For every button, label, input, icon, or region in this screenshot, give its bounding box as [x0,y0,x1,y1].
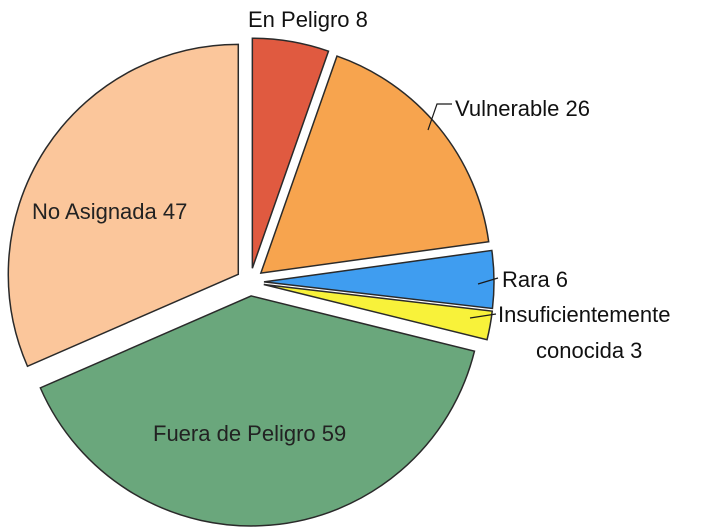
leader-line-vulnerable [427,103,452,131]
pie-slice-vulnerable [259,55,490,275]
pie-slice-en-peligro [251,37,330,269]
slice-label-rara: Rara 6 [502,267,568,292]
pie-slice-no-asignada [7,43,240,368]
leader-line-insuficientemente [469,313,497,319]
pie-slice-insuficientemente-conocida [263,283,494,341]
slice-label-no-asignada: No Asignada 47 [32,199,187,224]
leader-lines [427,103,499,319]
leader-line-rara [477,277,499,285]
slice-label-vulnerable: Vulnerable 26 [455,96,590,121]
pie-slice-fuera-de-peligro [39,295,476,527]
slice-label-fuera-de-peligro: Fuera de Peligro 59 [153,421,346,446]
slice-label-insuficientemente-line1: Insuficientemente [498,302,670,327]
slices-layer [7,37,495,527]
slice-label-en-peligro: En Peligro 8 [248,7,368,32]
slice-label-insuficientemente-line2: conocida 3 [536,338,642,363]
labels-layer: En Peligro 8 Vulnerable 26 Rara 6 Insufi… [32,7,670,446]
